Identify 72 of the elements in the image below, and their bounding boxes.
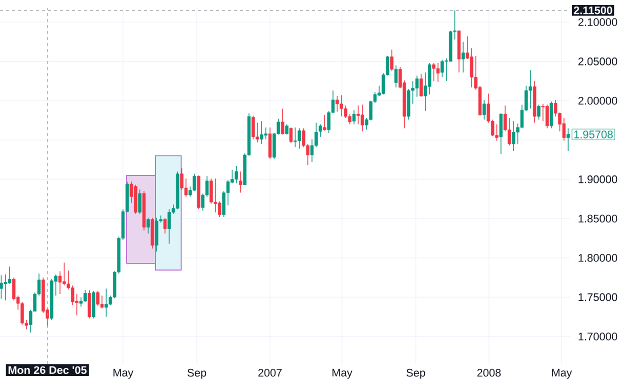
candlestick — [163, 217, 167, 234]
candlestick — [8, 266, 12, 284]
candlestick — [462, 41, 465, 73]
candlestick — [214, 178, 218, 213]
candlestick — [495, 124, 498, 142]
candlestick — [210, 178, 213, 204]
candlestick — [322, 114, 326, 131]
candlestick — [470, 48, 474, 88]
candlestick — [138, 189, 142, 214]
candlestick — [356, 105, 360, 125]
candlestick — [528, 70, 532, 109]
candlestick — [168, 208, 171, 244]
candlestick — [541, 103, 545, 122]
candlestick — [512, 120, 516, 152]
candlestick — [4, 274, 8, 301]
x-tick-label: May — [332, 368, 352, 379]
candlestick — [79, 296, 83, 308]
candlestick — [415, 75, 419, 98]
candlestick — [428, 62, 432, 95]
candlestick — [58, 270, 62, 294]
candlestick — [298, 128, 302, 150]
candlestick — [344, 105, 348, 118]
candlestick — [70, 285, 74, 306]
y-tick-label: 1.80000 — [578, 254, 618, 262]
candlestick — [285, 124, 288, 135]
candlestick — [336, 96, 339, 112]
x-tick-label: 2007 — [258, 368, 282, 377]
candlestick — [104, 288, 108, 318]
x-tick-label: Sep — [406, 368, 426, 379]
y-tick-label: 1.90000 — [578, 175, 618, 184]
candlestick — [482, 100, 486, 120]
candlestick — [218, 200, 222, 218]
y-tick-label: 2.10000 — [578, 18, 618, 26]
ref-line-label: 2.11500 — [574, 6, 612, 14]
y-tick-label: 1.75000 — [578, 293, 618, 302]
candlestick — [537, 104, 540, 120]
candlestick — [238, 171, 242, 194]
x-tick-label: May — [114, 368, 134, 379]
candlestick — [508, 118, 512, 146]
candlestick — [289, 127, 293, 144]
candlestick — [550, 101, 554, 129]
candlestick — [280, 108, 284, 135]
candlestick — [318, 124, 322, 138]
candlestick — [252, 115, 255, 140]
candlestick — [420, 74, 423, 98]
y-tick-label: 1.70000 — [578, 332, 618, 340]
candlestick — [440, 59, 444, 78]
x-tick-label: 2008 — [477, 368, 501, 377]
annotation: 1.95708 — [574, 130, 613, 138]
candlestick — [146, 217, 150, 234]
x-tick-label: Sep — [188, 368, 206, 379]
y-tick-label: 2.00000 — [578, 96, 618, 105]
candlestick — [294, 127, 297, 148]
candlestick — [268, 127, 272, 160]
candlestick — [234, 166, 238, 184]
candlestick — [264, 127, 268, 140]
y-tick-label: 2.05000 — [578, 58, 618, 66]
candlestick — [88, 290, 92, 319]
candlestick — [390, 49, 394, 72]
candlestick — [360, 104, 364, 132]
ref-line-label: Mon 26 Dec '05 — [8, 366, 87, 374]
candlestick — [352, 110, 356, 125]
candlestick — [340, 94, 344, 117]
candlestick — [100, 295, 104, 309]
x-tick-label: May — [552, 368, 572, 379]
candlestick — [436, 62, 440, 82]
candlestick — [260, 120, 264, 144]
y-tick-label: 1.85000 — [578, 214, 618, 222]
candlestick — [192, 173, 196, 192]
candlestick — [394, 64, 398, 88]
candlestick — [499, 112, 503, 155]
candlestick — [0, 274, 3, 300]
